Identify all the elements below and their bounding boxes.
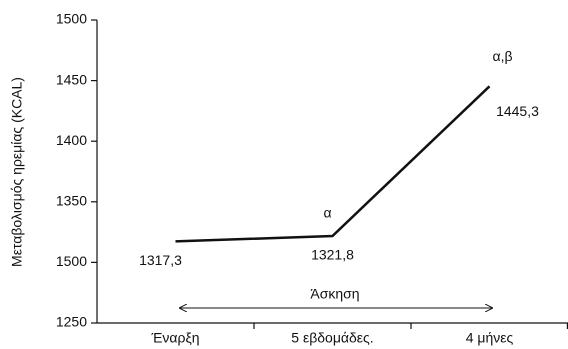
y-tick-label: 1500: [56, 11, 87, 27]
y-tick-label: 1400: [56, 132, 87, 148]
x-tick-label: 4 μήνες: [466, 330, 514, 346]
value-label: 1317,3: [139, 252, 182, 268]
y-tick-label: 1350: [56, 193, 87, 209]
y-axis-title: Μεταβολισμός ηρεμίας (KCAL): [9, 77, 25, 267]
y-tick-label: 1450: [56, 71, 87, 87]
x-tick-label: 5 εβδομάδες.: [291, 330, 373, 346]
point-annotation: α,β: [492, 48, 512, 64]
y-tick-label: 1250: [56, 314, 87, 330]
data-line: [175, 85, 491, 243]
point-annotation: α: [323, 205, 331, 221]
value-label: 1445,3: [496, 103, 539, 119]
y-tick-label: 1500: [56, 253, 87, 269]
value-label: 1321,8: [311, 247, 354, 263]
x-tick-label: Έναρξη: [150, 330, 199, 346]
span-label: Άσκηση: [310, 286, 359, 302]
